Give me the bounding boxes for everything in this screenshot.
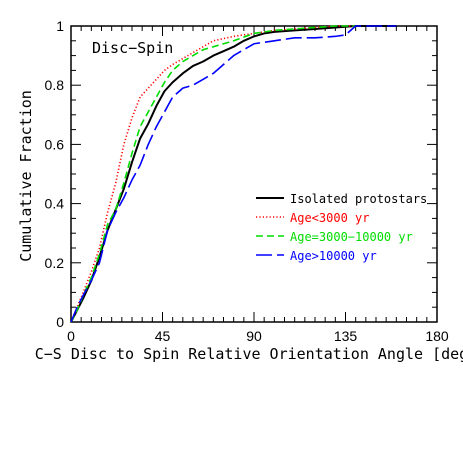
x-tick-label: 45 — [155, 328, 171, 344]
y-tick-label: 0.6 — [45, 136, 65, 152]
series-line-3 — [70, 25, 356, 323]
x-tick-label: 0 — [67, 328, 75, 344]
series-lines — [70, 25, 397, 323]
x-tick-label: 90 — [246, 328, 262, 344]
legend-label-4: Age>10000 yr — [290, 249, 377, 263]
axis-labels: Cumulative Fraction C−S Disc to Spin Rel… — [17, 39, 463, 363]
legend-label-3: Age=3000−10000 yr — [290, 230, 413, 244]
series-line-2 — [70, 25, 356, 323]
legend-label-2: Age<3000 yr — [290, 211, 369, 225]
x-tick-label: 180 — [425, 328, 449, 344]
y-axis-title: Cumulative Fraction — [17, 90, 35, 262]
x-axis-title: C−S Disc to Spin Relative Orientation An… — [35, 345, 463, 363]
x-tick-label: 135 — [334, 328, 358, 344]
y-tick-label: 0.4 — [45, 196, 65, 212]
axis-ticks: 0 45 90 135 180 0 0.2 0.4 0.6 0.8 1 — [45, 18, 449, 344]
series-line-4 — [70, 25, 397, 323]
legend-label-1: Isolated protostars — [290, 192, 427, 206]
legend: Isolated protostars Age<3000 yr Age=3000−1… — [256, 192, 427, 263]
y-tick-label: 0.8 — [45, 77, 65, 93]
series-line-1 — [70, 25, 397, 323]
y-tick-label: 0.2 — [45, 255, 65, 271]
y-tick-label: 1 — [56, 18, 64, 34]
y-tick-label: 0 — [56, 314, 64, 330]
chart-annotation: Disc−Spin — [92, 39, 173, 57]
